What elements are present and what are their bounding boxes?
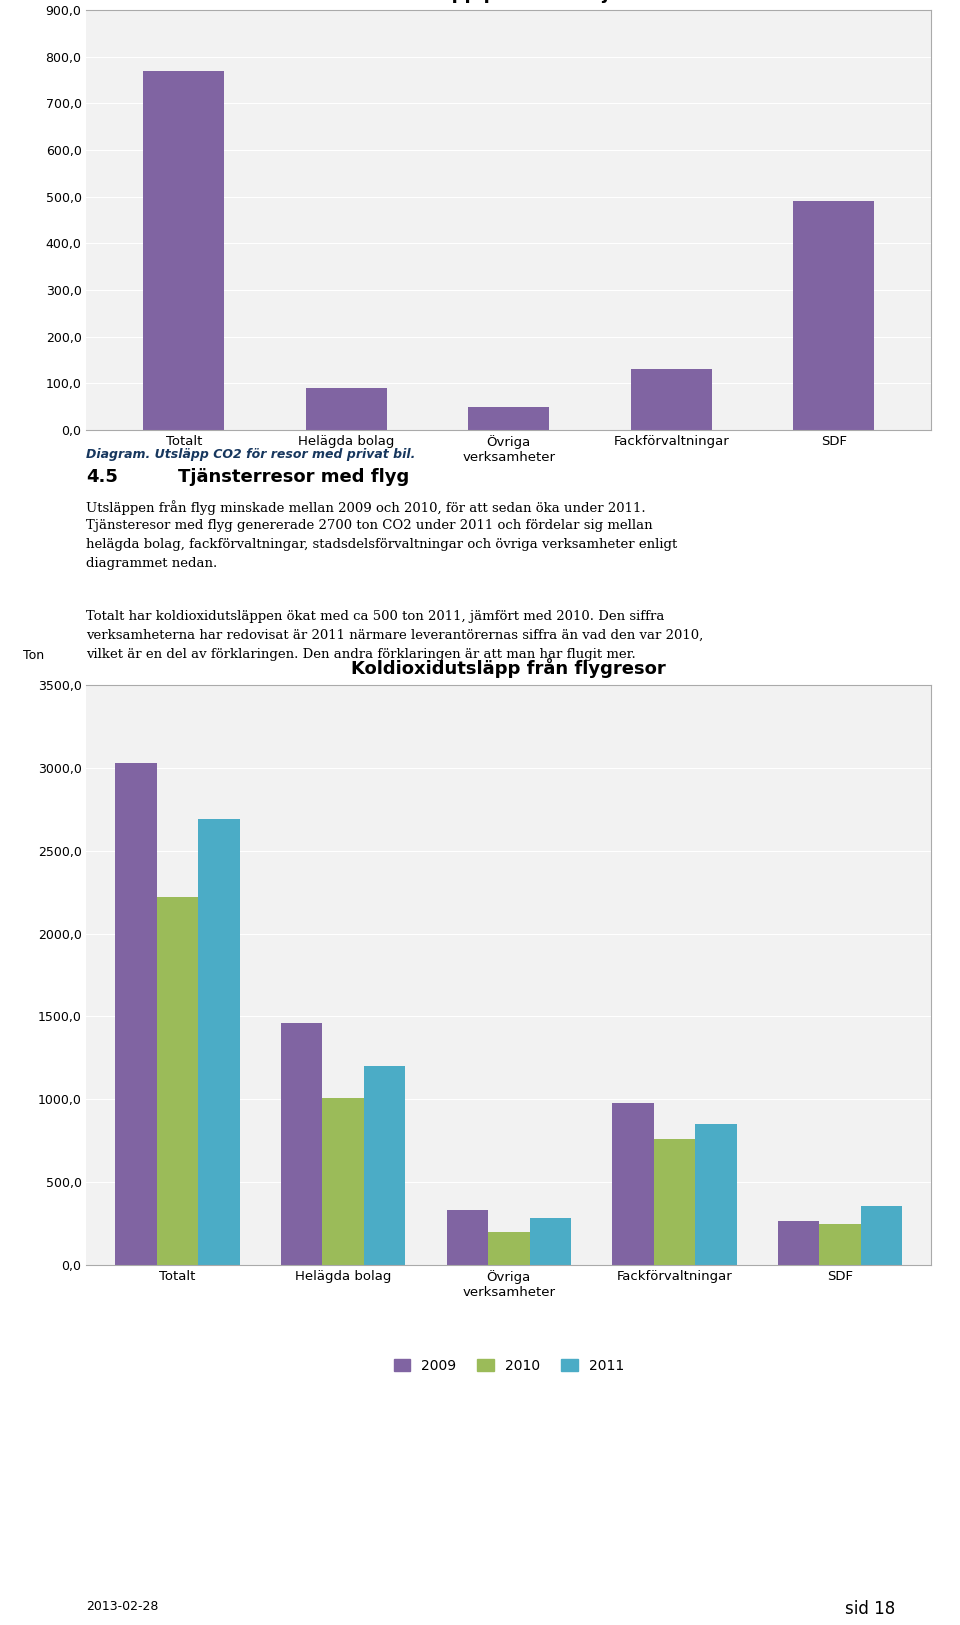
Text: Totalt har koldioxidutsläppen ökat med ca 500 ton 2011, jämfört med 2010. Den si: Totalt har koldioxidutsläppen ökat med c… <box>86 609 664 622</box>
Text: vilket är en del av förklaringen. Den andra förklaringen är att man har flugit m: vilket är en del av förklaringen. Den an… <box>86 648 636 661</box>
Bar <box>323 1097 364 1264</box>
Bar <box>861 1206 902 1264</box>
Bar <box>631 369 712 431</box>
Text: 4.5: 4.5 <box>86 468 118 486</box>
Bar <box>364 1066 405 1264</box>
Bar <box>820 1224 861 1264</box>
Bar <box>612 1103 654 1264</box>
Text: Utsläppen från flyg minskade mellan 2009 och 2010, för att sedan öka under 2011.: Utsläppen från flyg minskade mellan 2009… <box>86 500 646 515</box>
Text: diagrammet nedan.: diagrammet nedan. <box>86 557 218 570</box>
Bar <box>695 1124 736 1264</box>
Bar <box>654 1139 695 1264</box>
Bar <box>468 406 549 431</box>
Bar <box>198 819 240 1264</box>
Text: Diagram. Utsläpp CO2 för resor med privat bil.: Diagram. Utsläpp CO2 för resor med priva… <box>86 449 416 462</box>
Text: sid 18: sid 18 <box>845 1601 895 1618</box>
Text: Tjänsteresor med flyg genererade 2700 ton CO2 under 2011 och fördelar sig mellan: Tjänsteresor med flyg genererade 2700 to… <box>86 518 653 531</box>
Bar <box>446 1211 488 1264</box>
Text: helägda bolag, fackförvaltningar, stadsdelsförvaltningar och övriga verksamheter: helägda bolag, fackförvaltningar, stadsd… <box>86 538 678 551</box>
Title: Koldioxidutsläpp från flygresor: Koldioxidutsläpp från flygresor <box>351 658 666 678</box>
Bar <box>143 70 225 431</box>
Text: Ton: Ton <box>23 648 44 661</box>
Bar <box>778 1220 820 1264</box>
Bar <box>281 1024 323 1264</box>
Text: verksamheterna har redovisat är 2011 närmare leverantörernas siffra än vad den v: verksamheterna har redovisat är 2011 när… <box>86 629 704 642</box>
Bar <box>488 1232 530 1264</box>
Bar <box>115 762 156 1264</box>
Bar <box>305 388 387 431</box>
Bar <box>156 897 198 1264</box>
Bar <box>793 202 875 431</box>
Legend: 2009, 2010, 2011: 2009, 2010, 2011 <box>388 1354 630 1378</box>
Bar <box>530 1217 571 1264</box>
Title: Koldioxidutsläpp privat bil i tjänst 2011: Koldioxidutsläpp privat bil i tjänst 201… <box>308 0 709 3</box>
Text: 2013-02-28: 2013-02-28 <box>86 1601 158 1614</box>
Text: Tjänsterresor med flyg: Tjänsterresor med flyg <box>178 468 409 486</box>
